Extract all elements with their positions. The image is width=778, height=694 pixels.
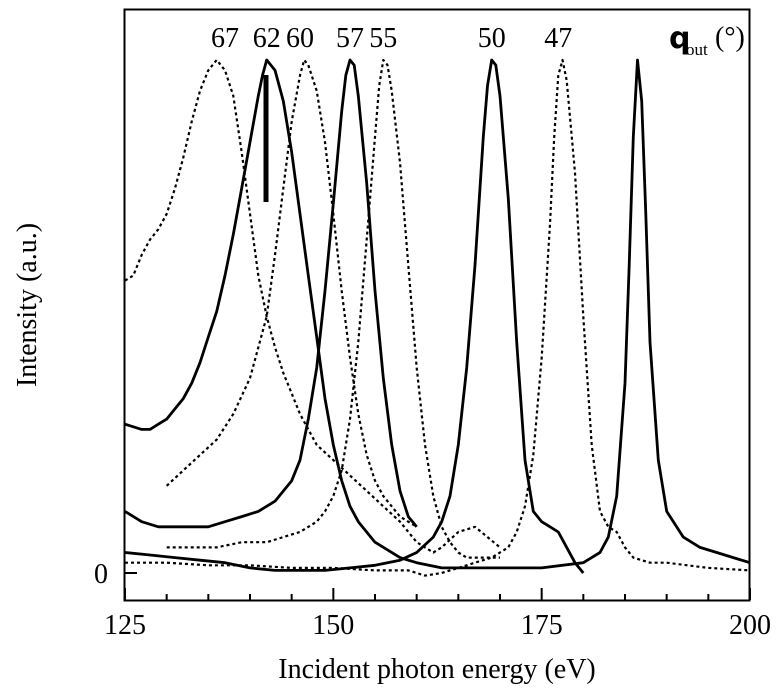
plot-frame bbox=[123, 8, 751, 602]
x-tick-label-125: 125 bbox=[104, 610, 146, 641]
x-tick-label-200: 200 bbox=[729, 610, 771, 641]
x-tick-label-150: 150 bbox=[312, 610, 354, 641]
series-layer bbox=[124, 58, 751, 577]
peak-label-57: 57 bbox=[336, 23, 364, 54]
tick-labels: 125 150 175 200 0 bbox=[94, 559, 771, 641]
x-tick-label-175: 175 bbox=[521, 610, 563, 641]
series-line-62 bbox=[124, 58, 751, 570]
tick-marks bbox=[124, 572, 751, 600]
peak-label-60: 60 bbox=[286, 23, 314, 54]
legend-subscript: out bbox=[686, 40, 708, 59]
peak-label-55: 55 bbox=[369, 23, 397, 54]
peak-label-50: 50 bbox=[478, 23, 506, 54]
series-line-67 bbox=[124, 58, 501, 554]
series-line-60 bbox=[165, 58, 418, 528]
peak-labels: 67 62 60 57 55 50 47 bbox=[211, 23, 572, 54]
peak-label-67: 67 bbox=[211, 23, 239, 54]
series-line-47 bbox=[125, 58, 751, 577]
legend-unit: (°) bbox=[715, 22, 745, 53]
peak-label-47: 47 bbox=[544, 23, 572, 54]
y-axis-label: Intensity (a.u.) bbox=[12, 223, 43, 387]
legend-header: q out (°) bbox=[669, 21, 745, 59]
y-tick-label-0: 0 bbox=[94, 559, 108, 590]
peak-label-62: 62 bbox=[253, 23, 281, 54]
series-line-50 bbox=[124, 58, 585, 574]
x-axis-label: Incident photon energy (eV) bbox=[278, 654, 596, 685]
legend-symbol: q bbox=[669, 21, 690, 56]
series-line-57 bbox=[124, 58, 418, 529]
